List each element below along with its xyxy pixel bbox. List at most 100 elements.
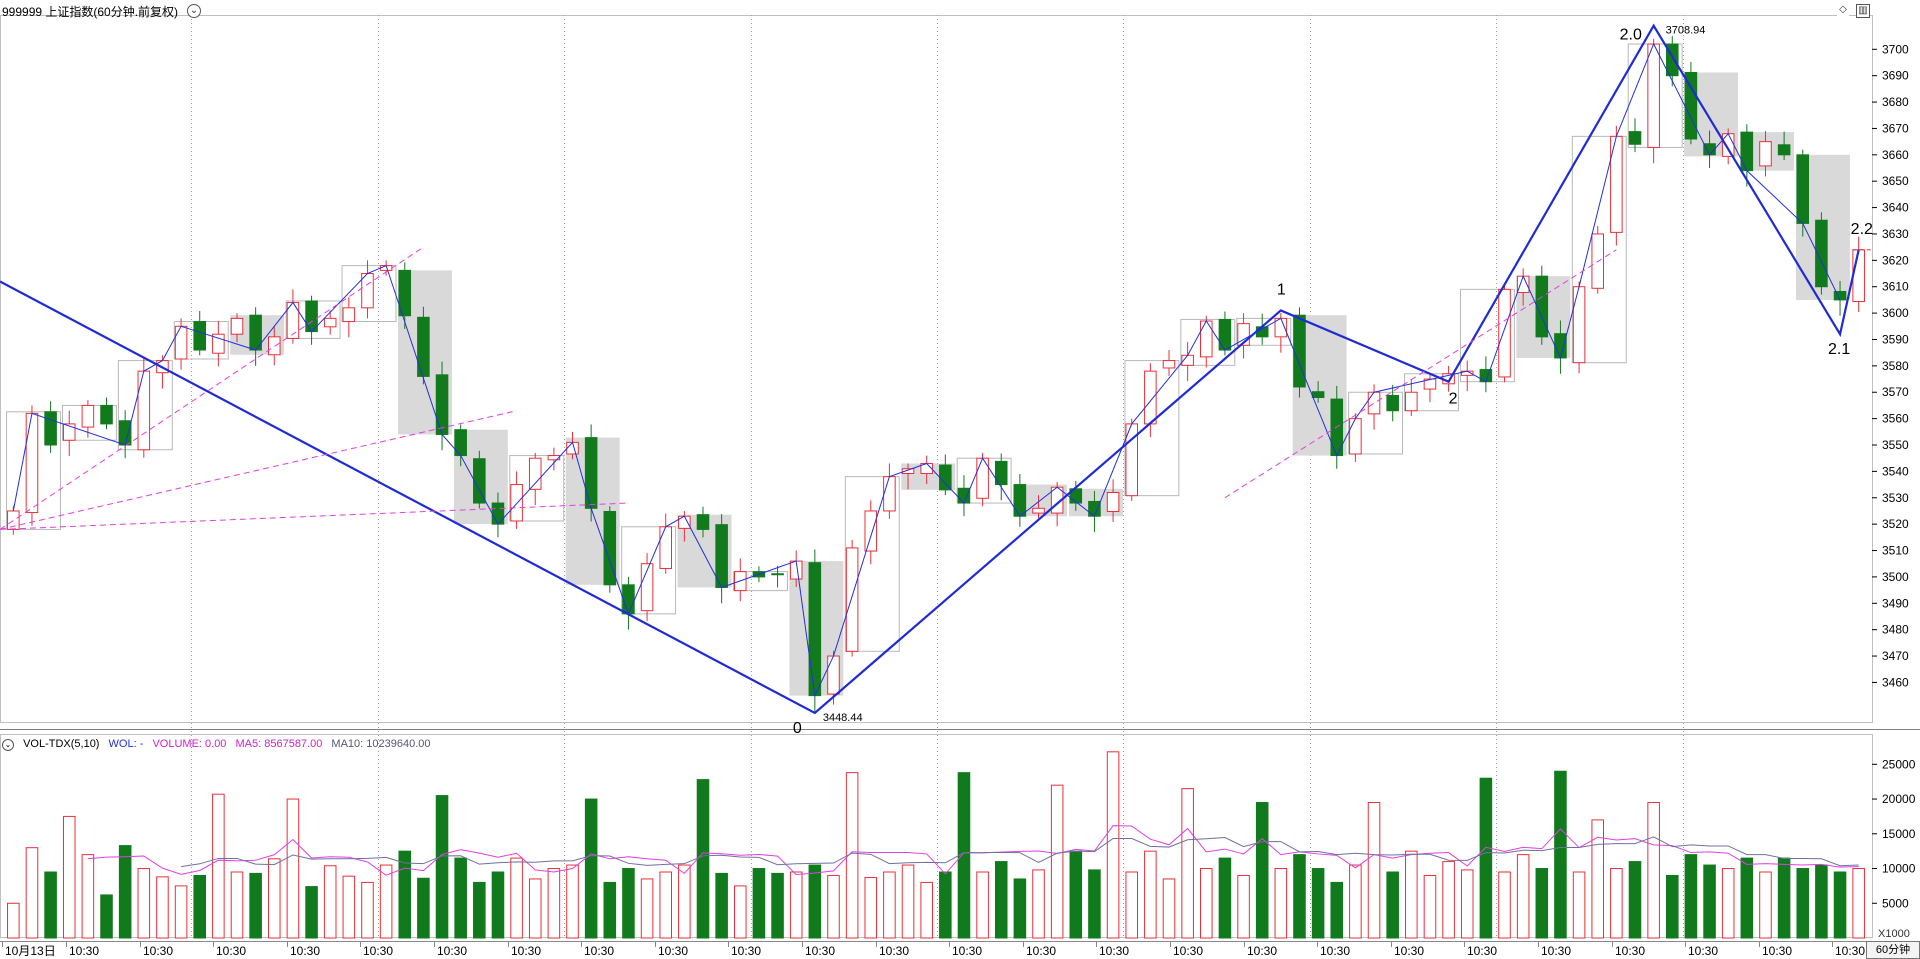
volume-bar	[1162, 878, 1176, 939]
candle	[25, 405, 39, 526]
volume-bar	[1050, 784, 1064, 939]
volume-bar	[510, 857, 523, 939]
candle	[342, 297, 356, 338]
time-tick-label: 10:30	[1173, 944, 1203, 958]
candle-body	[193, 321, 206, 351]
candle-body	[1255, 326, 1269, 338]
time-tick-label: 10:30	[1541, 944, 1571, 958]
volume-bar	[566, 864, 579, 939]
volume-bar	[342, 875, 356, 939]
chevron-down-icon[interactable]: ⌄	[187, 4, 201, 18]
candle	[100, 397, 113, 430]
time-tick-label: 10:30	[1394, 944, 1424, 958]
volume-bar	[1516, 854, 1530, 939]
period-label[interactable]: 60分钟	[1866, 941, 1920, 959]
volume-bar	[1554, 770, 1567, 939]
consolidation-box	[1180, 318, 1236, 366]
candle-body	[25, 412, 39, 514]
volume-bar	[1815, 864, 1828, 939]
volume-bar	[1721, 868, 1735, 939]
candle-body	[81, 404, 95, 428]
candle	[939, 454, 952, 496]
volume-legend: ⌄ VOL-TDX(5,10) WOL: - VOLUME: 0.00 MA5:…	[2, 738, 437, 751]
volume-bar	[584, 798, 598, 939]
candle-body	[342, 307, 356, 323]
candle	[1591, 226, 1604, 294]
ma5-value: MA5: 8567587.00	[235, 738, 323, 750]
candle-body	[994, 460, 1008, 486]
candle-body	[1311, 391, 1325, 399]
time-tick-label: 10:30	[1320, 944, 1350, 958]
sub-wave-line	[12, 42, 1841, 698]
time-tick-label: 10:30	[216, 944, 246, 958]
candle-body	[622, 584, 635, 615]
volume-bar	[1200, 868, 1213, 939]
volume-bar	[622, 868, 635, 939]
candle	[1013, 474, 1027, 527]
volume-bar	[1442, 861, 1455, 939]
candle-body	[1852, 249, 1865, 302]
time-tick-label: 10:30	[437, 944, 467, 958]
candle-body	[1032, 507, 1045, 514]
volume-bar	[137, 868, 151, 939]
candle-body	[1013, 484, 1027, 517]
volume-bar	[118, 845, 132, 939]
price-panel-frame	[0, 15, 1873, 723]
volume-bar	[1255, 802, 1269, 939]
candle	[1106, 479, 1120, 523]
volume-bar	[1777, 857, 1791, 939]
candle	[417, 306, 430, 385]
candle-body	[1349, 418, 1362, 455]
candle	[845, 539, 859, 657]
panel-toggle-icon[interactable]: ▥	[1856, 4, 1870, 18]
candle-body	[118, 420, 132, 446]
candle	[1032, 495, 1045, 519]
candle-body	[100, 404, 113, 425]
volume-bar	[323, 865, 337, 939]
candle-body	[845, 547, 859, 652]
time-tick-label: 10:30	[952, 944, 982, 958]
candle	[212, 321, 225, 367]
price-tick-label: 3490	[1882, 596, 1909, 610]
volume-bar	[901, 864, 915, 939]
candle	[715, 514, 728, 604]
price-tick-label: 3600	[1882, 306, 1909, 320]
volume-bar	[212, 793, 225, 939]
chevron-down-icon[interactable]: ⌄	[2, 739, 14, 751]
candle-body	[1386, 394, 1399, 412]
price-tick-label: 3670	[1882, 121, 1909, 135]
candle	[1237, 313, 1250, 359]
volume-bar	[659, 871, 672, 939]
channel-line	[1224, 249, 1617, 499]
candle-body	[827, 655, 840, 695]
candle	[640, 553, 654, 622]
candle-body	[1815, 219, 1828, 288]
volume-indicator-name[interactable]: VOL-TDX(5,10)	[23, 738, 100, 750]
volume-bar	[827, 874, 840, 939]
candle-body	[1106, 491, 1120, 512]
candle-body	[361, 273, 374, 309]
price-tick-label: 3700	[1882, 42, 1909, 56]
volume-bar	[1349, 864, 1362, 939]
volume-bar	[417, 877, 430, 939]
volume-bar	[398, 850, 412, 939]
candle-body	[137, 370, 151, 451]
consolidation-box	[621, 526, 677, 615]
volume-bar	[1125, 871, 1138, 939]
volume-bar	[1535, 868, 1549, 939]
volume-bar	[994, 861, 1008, 939]
candle	[1479, 356, 1493, 393]
consolidation-box	[341, 265, 397, 323]
volume-bar	[808, 864, 822, 939]
candle	[1815, 212, 1828, 295]
volume-bar	[640, 878, 654, 939]
candle-body	[584, 437, 598, 509]
price-tick-label: 3620	[1882, 253, 1909, 267]
vertical-grid	[0, 15, 1920, 938]
volume-bar	[1796, 868, 1810, 939]
candle-body	[1367, 391, 1381, 415]
diamond-icon[interactable]: ◇	[1837, 4, 1849, 16]
volume-bar	[1498, 871, 1511, 939]
price-tick-label: 3510	[1882, 544, 1909, 558]
